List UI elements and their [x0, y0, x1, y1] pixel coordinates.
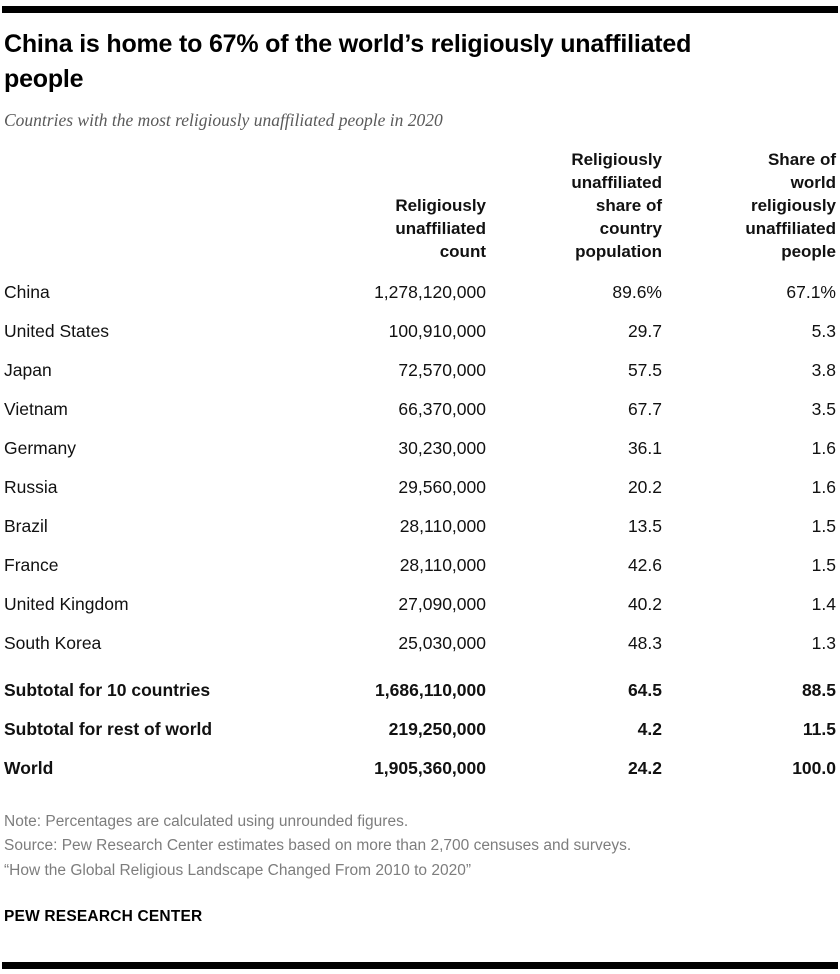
table-row: France 28,110,000 42.6 1.5	[4, 546, 836, 585]
country-share-cell: 20.2	[627, 476, 662, 497]
world-share-cell: 67.1%	[786, 281, 836, 302]
country-share-cell: 89.6%	[612, 281, 662, 302]
world-total-row: World 1,905,360,000 24.2 100.0	[4, 749, 836, 788]
count-cell: 219,250,000	[388, 718, 486, 739]
count-cell: 100,910,000	[388, 320, 486, 341]
country-cell: France	[4, 554, 59, 575]
country-cell: South Korea	[4, 632, 102, 653]
header-world-share: Share of world religiously unaffiliated …	[745, 150, 836, 261]
bottom-divider-bar	[2, 962, 838, 969]
count-cell: 1,905,360,000	[374, 757, 486, 778]
top-divider-bar	[2, 6, 838, 13]
country-share-cell: 40.2	[627, 593, 662, 614]
table-row: Vietnam 66,370,000 67.7 3.5	[4, 390, 836, 429]
country-share-cell: 64.5	[627, 679, 662, 700]
footnotes: Note: Percentages are calculated using u…	[4, 810, 838, 884]
table-row: Russia 29,560,000 20.2 1.6	[4, 468, 836, 507]
summary-label: Subtotal for 10 countries	[4, 679, 211, 700]
header-country-share: Religiously unaffiliated share of countr…	[571, 150, 662, 261]
table-row: China 1,278,120,000 89.6% 67.1%	[4, 273, 836, 312]
count-cell: 29,560,000	[398, 476, 486, 497]
country-cell: Russia	[4, 476, 58, 497]
count-cell: 1,278,120,000	[374, 281, 486, 302]
table-header-row: Religiously unaffiliated count Religious…	[4, 149, 836, 273]
summary-label: World	[4, 757, 54, 778]
country-share-cell: 48.3	[627, 632, 662, 653]
world-share-cell: 88.5	[801, 679, 836, 700]
count-cell: 25,030,000	[398, 632, 486, 653]
world-share-cell: 3.5	[811, 398, 836, 419]
count-cell: 72,570,000	[398, 359, 486, 380]
count-cell: 66,370,000	[398, 398, 486, 419]
header-country	[4, 149, 314, 273]
world-share-cell: 100.0	[792, 757, 836, 778]
subtotal-countries-row: Subtotal for 10 countries 1,686,110,000 …	[4, 663, 836, 710]
page-title: China is home to 67% of the world’s reli…	[4, 30, 692, 93]
source-line: Source: Pew Research Center estimates ba…	[4, 837, 632, 855]
subtotal-rest-row: Subtotal for rest of world 219,250,000 4…	[4, 710, 836, 749]
country-cell: China	[4, 281, 50, 302]
country-share-cell: 29.7	[627, 320, 662, 341]
table-row: Japan 72,570,000 57.5 3.8	[4, 351, 836, 390]
world-share-cell: 1.5	[811, 554, 836, 575]
country-share-cell: 57.5	[627, 359, 662, 380]
table-row: United States 100,910,000 29.7 5.3	[4, 312, 836, 351]
unaffiliated-table: Religiously unaffiliated count Religious…	[4, 149, 836, 788]
count-cell: 27,090,000	[398, 593, 486, 614]
world-share-cell: 11.5	[802, 718, 836, 739]
country-share-cell: 42.6	[627, 554, 662, 575]
country-share-cell: 36.1	[627, 437, 662, 458]
report-title-line: “How the Global Religious Landscape Chan…	[4, 862, 472, 880]
country-cell: Vietnam	[4, 398, 68, 419]
country-cell: Germany	[4, 437, 76, 458]
country-share-cell: 24.2	[627, 757, 662, 778]
world-share-cell: 1.5	[811, 515, 836, 536]
table-row: United Kingdom 27,090,000 40.2 1.4	[4, 585, 836, 624]
table-row: Brazil 28,110,000 13.5 1.5	[4, 507, 836, 546]
content-area: China is home to 67% of the world’s reli…	[2, 27, 838, 926]
country-share-cell: 13.5	[627, 515, 662, 536]
world-share-cell: 1.6	[811, 476, 836, 497]
note-line: Note: Percentages are calculated using u…	[4, 812, 409, 830]
table-row: South Korea 25,030,000 48.3 1.3	[4, 624, 836, 663]
world-share-cell: 3.8	[811, 359, 836, 380]
header-count: Religiously unaffiliated count	[395, 195, 486, 261]
world-share-cell: 1.3	[811, 632, 836, 653]
country-share-cell: 67.7	[627, 398, 662, 419]
pew-research-center-wordmark: PEW RESEARCH CENTER	[4, 908, 203, 926]
world-share-cell: 1.4	[811, 593, 836, 614]
world-share-cell: 5.3	[811, 320, 836, 341]
count-cell: 28,110,000	[399, 515, 486, 536]
country-cell: Brazil	[4, 515, 48, 536]
count-cell: 30,230,000	[398, 437, 486, 458]
count-cell: 28,110,000	[399, 554, 486, 575]
country-cell: Japan	[4, 359, 52, 380]
table-row: Germany 30,230,000 36.1 1.6	[4, 429, 836, 468]
country-cell: United Kingdom	[4, 593, 129, 614]
count-cell: 1,686,110,000	[375, 679, 486, 700]
page-subtitle: Countries with the most religiously unaf…	[4, 110, 443, 130]
world-share-cell: 1.6	[811, 437, 836, 458]
summary-label: Subtotal for rest of world	[4, 718, 213, 739]
country-share-cell: 4.2	[637, 718, 662, 739]
country-cell: United States	[4, 320, 110, 341]
